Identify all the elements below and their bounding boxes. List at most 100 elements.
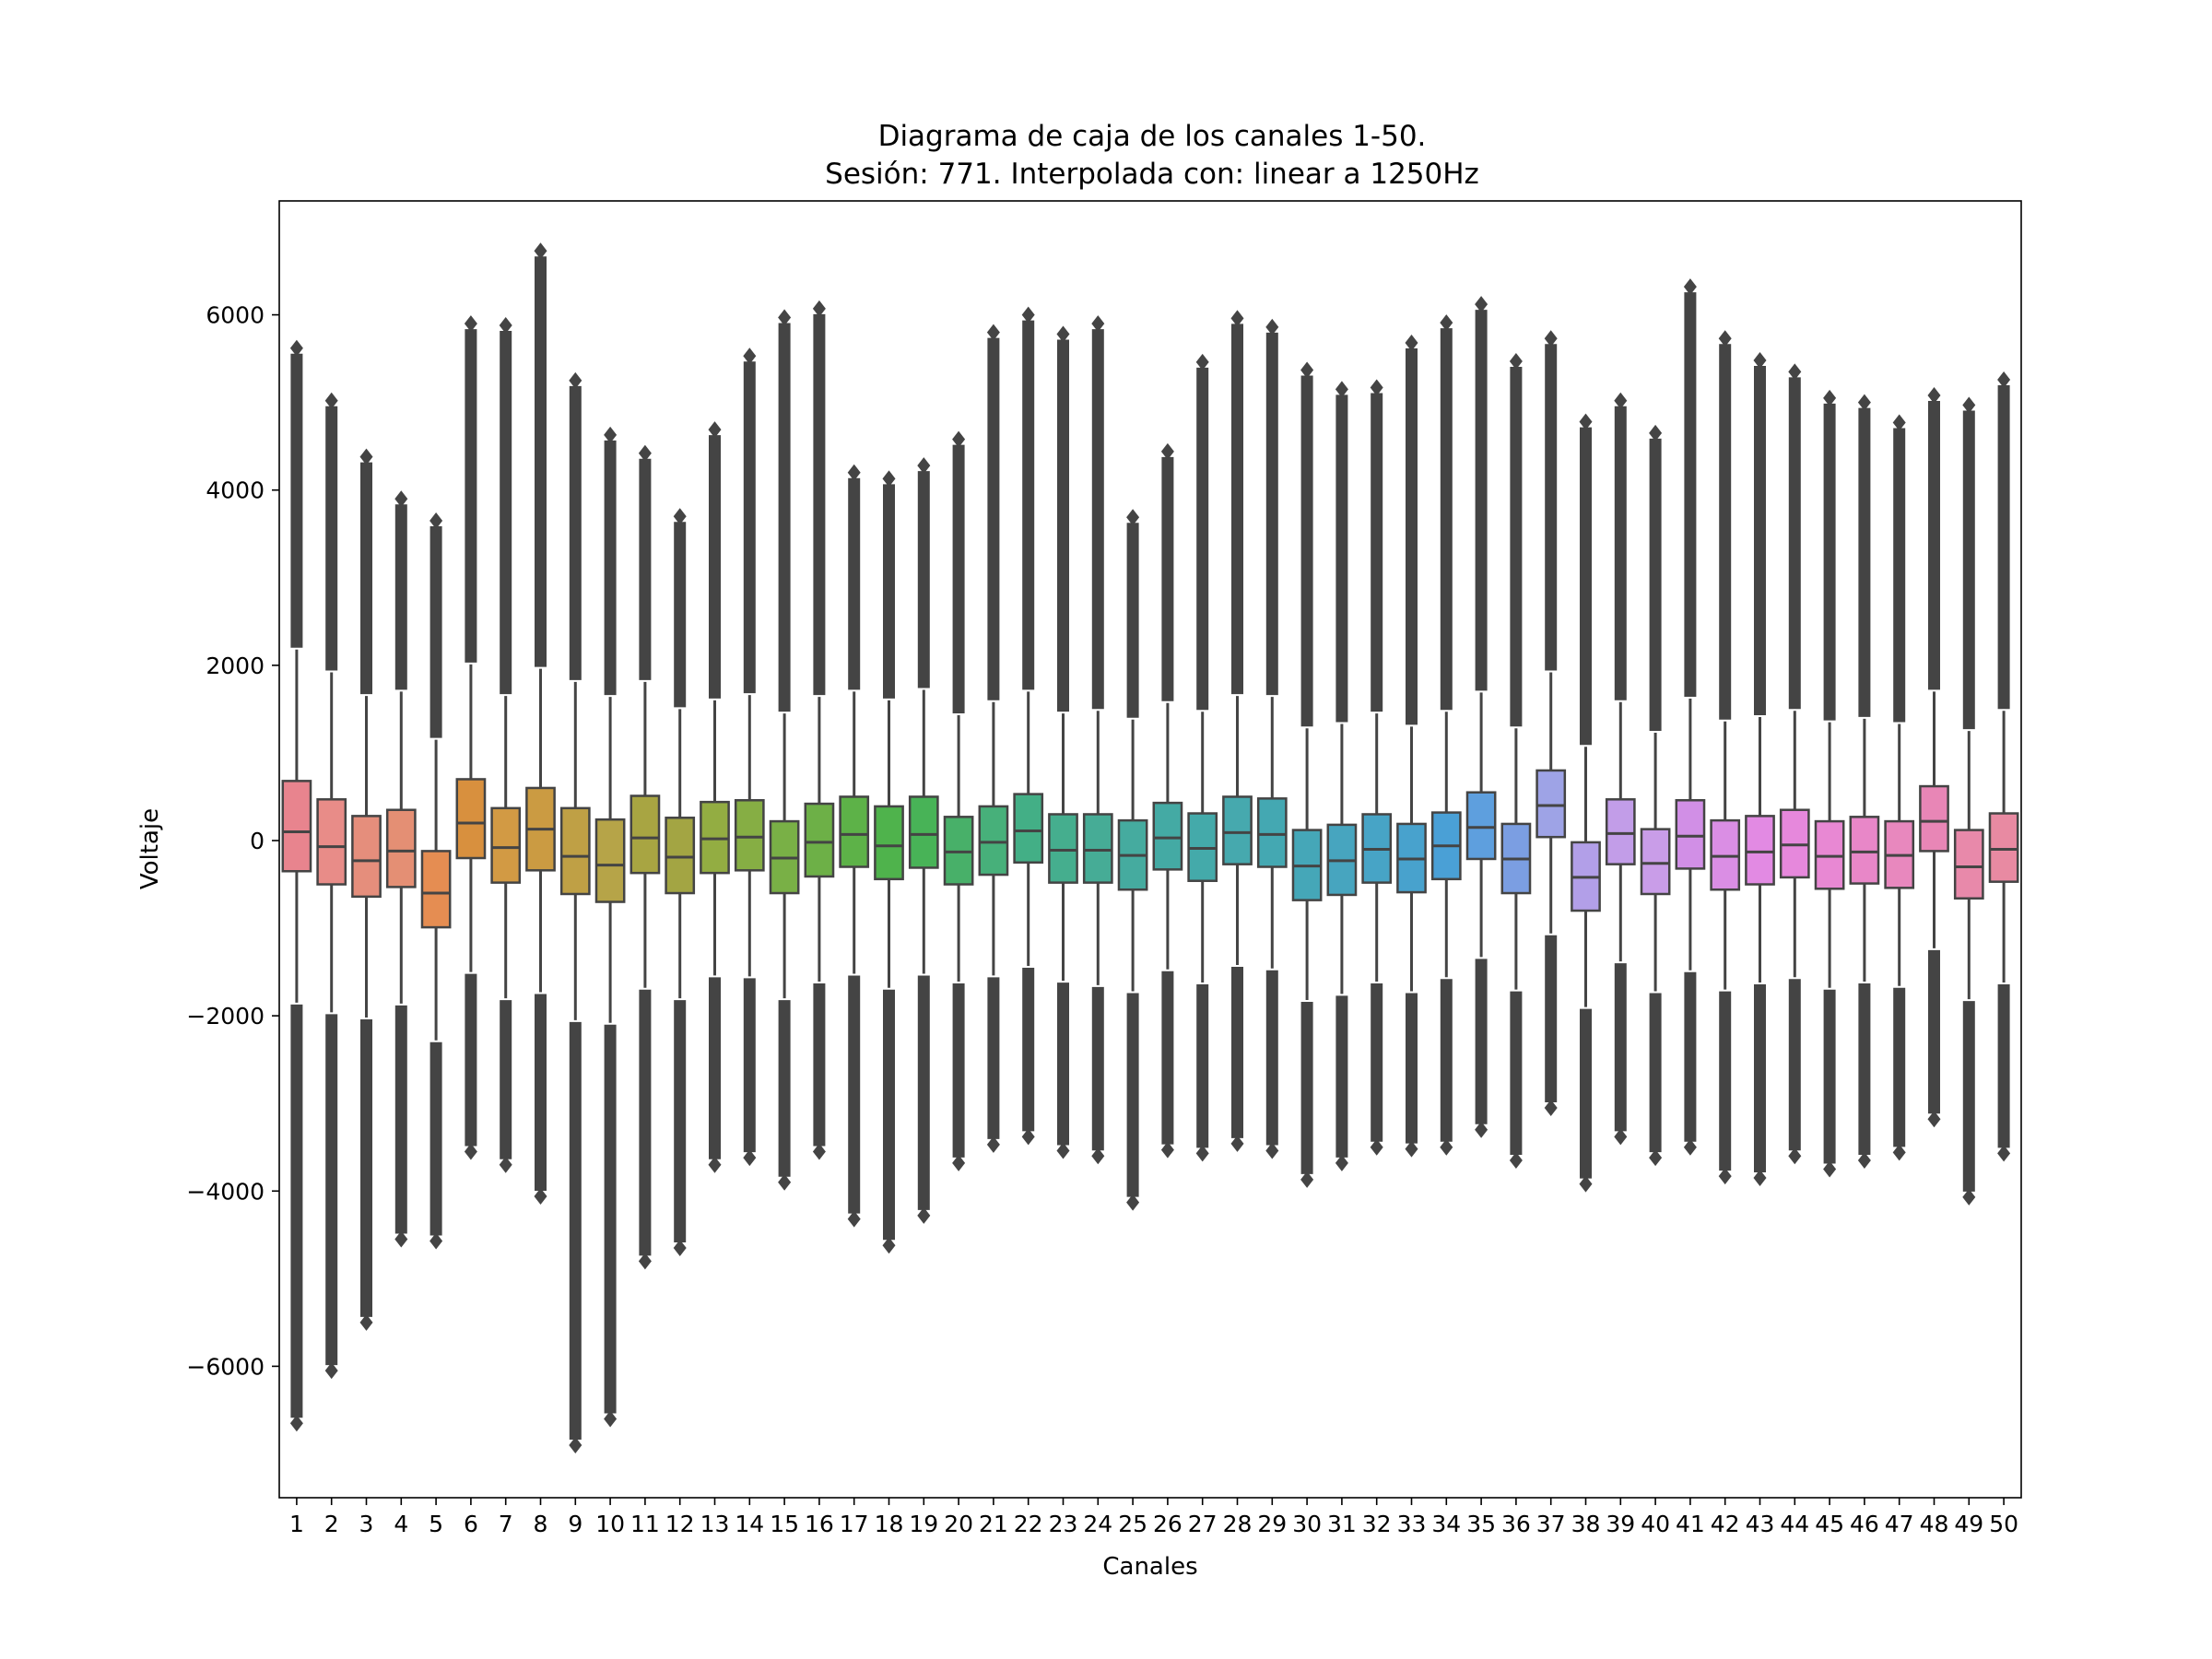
outlier-max-marker — [1718, 330, 1732, 347]
box-channel-22 — [1013, 306, 1044, 1146]
x-tick-label: 30 — [1292, 1511, 1322, 1537]
box-channel-20 — [943, 430, 974, 1171]
iqr-box — [874, 805, 904, 881]
y-tick-label: 4000 — [206, 477, 265, 504]
outlier-min-marker — [1160, 1141, 1174, 1159]
iqr-box — [1849, 816, 1880, 885]
x-tick-label: 26 — [1153, 1511, 1182, 1537]
iqr-box — [978, 805, 1009, 877]
iqr-box — [385, 808, 417, 888]
outlier-min-marker — [1475, 1121, 1488, 1138]
x-tick-label: 50 — [1989, 1511, 2018, 1537]
outlier-min-marker — [1788, 1147, 1802, 1165]
box-channel-18 — [874, 470, 904, 1254]
outlier-max-marker — [604, 426, 618, 443]
outlier-max-marker — [1091, 315, 1105, 333]
outlier-min-marker — [743, 1149, 757, 1167]
box-channel-50 — [1988, 371, 2019, 1162]
x-tick-label: 28 — [1223, 1511, 1253, 1537]
outlier-min-marker — [1126, 1194, 1140, 1211]
outlier-min-marker — [1579, 1175, 1593, 1193]
outlier-max-marker — [708, 421, 722, 439]
box-channel-15 — [769, 309, 800, 1191]
box-channel-14 — [734, 347, 765, 1167]
outlier-max-marker — [394, 490, 408, 508]
y-axis: −6000 −4000 −2000 0 2000 4000 6000 — [186, 302, 279, 1380]
y-tick-label: 2000 — [206, 653, 265, 679]
outlier-max-marker — [1230, 310, 1244, 327]
box-channel-27 — [1187, 353, 1218, 1162]
x-tick-label: 42 — [1711, 1511, 1740, 1537]
box-channel-37 — [1535, 330, 1567, 1116]
y-tick-label: −4000 — [186, 1178, 265, 1205]
x-tick-label: 15 — [770, 1511, 799, 1537]
outlier-max-marker — [778, 309, 792, 326]
outlier-max-marker — [1056, 325, 1070, 343]
x-tick-label: 9 — [568, 1511, 582, 1537]
chart-title-line-2: Sesión: 771. Interpolada con: linear a 1… — [825, 158, 1479, 191]
x-tick-label: 4 — [394, 1511, 408, 1537]
x-tick-label: 37 — [1536, 1511, 1566, 1537]
box-channel-32 — [1361, 379, 1393, 1156]
outlier-min-marker — [952, 1154, 966, 1171]
box-channel-2 — [316, 392, 347, 1380]
outlier-max-marker — [1683, 278, 1697, 296]
outlier-min-marker — [778, 1173, 792, 1191]
plot-area — [281, 242, 2019, 1453]
outlier-min-marker — [1509, 1151, 1523, 1169]
iqr-box — [629, 794, 661, 875]
x-tick-label: 8 — [534, 1511, 548, 1537]
outlier-min-marker — [1718, 1168, 1732, 1185]
box-channel-40 — [1640, 424, 1671, 1167]
box-channel-49 — [1953, 396, 1984, 1206]
iqr-box — [665, 817, 696, 895]
box-channel-19 — [908, 457, 939, 1224]
outlier-min-marker — [1962, 1188, 1976, 1206]
iqr-box — [1535, 769, 1567, 839]
outlier-max-marker — [847, 464, 861, 481]
x-tick-label: 39 — [1606, 1511, 1635, 1537]
x-tick-label: 29 — [1257, 1511, 1287, 1537]
outlier-max-marker — [1475, 296, 1488, 313]
box-channel-6 — [455, 315, 487, 1160]
outlier-min-marker — [812, 1143, 826, 1160]
x-axis-label: Canales — [1102, 1553, 1197, 1581]
outlier-max-marker — [464, 315, 477, 333]
iqr-box — [490, 806, 522, 884]
outlier-min-marker — [1683, 1138, 1697, 1156]
outlier-max-marker — [1300, 361, 1314, 379]
iqr-box — [281, 780, 312, 873]
outlier-max-marker — [1335, 381, 1348, 398]
outlier-max-marker — [1126, 509, 1140, 526]
iqr-box — [839, 795, 870, 868]
iqr-box — [420, 850, 452, 929]
outlier-max-marker — [1649, 424, 1663, 441]
outlier-min-marker — [882, 1237, 896, 1254]
outlier-min-marker — [1405, 1140, 1418, 1158]
x-tick-label: 47 — [1885, 1511, 1914, 1537]
outlier-max-marker — [882, 470, 896, 488]
outlier-max-marker — [1021, 306, 1035, 324]
outlier-min-marker — [1440, 1138, 1453, 1156]
outlier-min-marker — [569, 1436, 582, 1453]
outlier-max-marker — [1823, 389, 1837, 406]
outlier-min-marker — [673, 1240, 687, 1257]
outlier-max-marker — [1440, 314, 1453, 332]
x-tick-label: 7 — [499, 1511, 513, 1537]
iqr-box — [1988, 812, 2019, 883]
box-channel-7 — [490, 316, 522, 1173]
x-tick-label: 2 — [324, 1511, 339, 1537]
outlier-max-marker — [1927, 387, 1941, 405]
outlier-max-marker — [1405, 335, 1418, 352]
x-tick-label: 48 — [1920, 1511, 1949, 1537]
box-channel-9 — [559, 371, 591, 1453]
box-channel-28 — [1222, 310, 1253, 1152]
outlier-max-marker — [812, 300, 826, 317]
y-tick-label: 6000 — [206, 302, 265, 329]
iqr-box — [1953, 829, 1984, 900]
iqr-box — [734, 799, 765, 872]
outlier-max-marker — [986, 324, 1000, 341]
outlier-min-marker — [1753, 1170, 1767, 1187]
box-channel-17 — [839, 464, 870, 1228]
box-channel-10 — [594, 426, 626, 1428]
